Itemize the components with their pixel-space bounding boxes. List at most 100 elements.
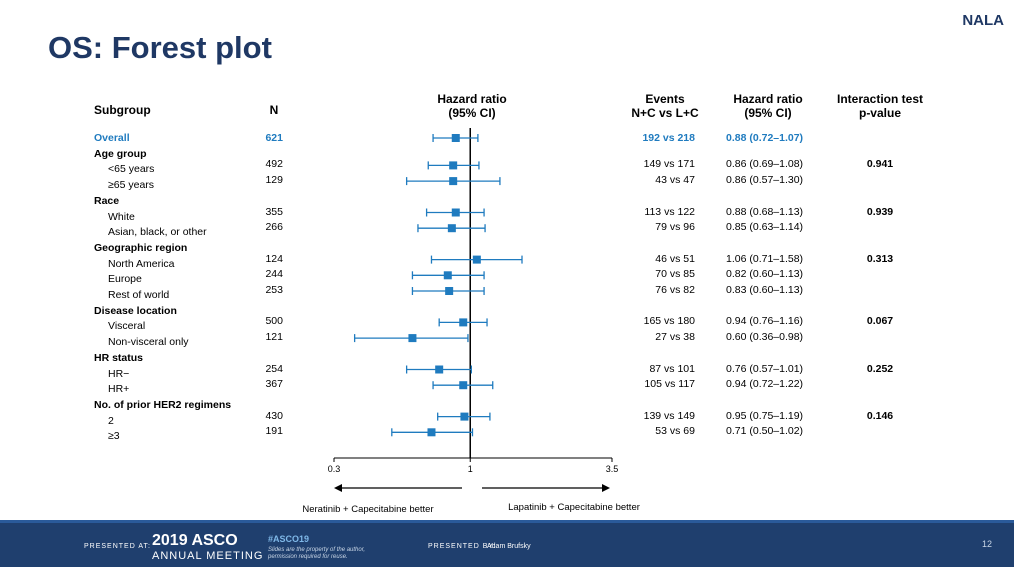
row-interaction-p: 0.067 — [866, 315, 894, 328]
header-events-line1: Events — [645, 92, 685, 106]
row-hazard-ratio: 0.95 (0.75–1.19) — [726, 409, 804, 422]
hr-point-marker — [472, 255, 481, 264]
row-label: 2 — [108, 414, 114, 427]
header-hr-line1: Hazard ratio — [733, 92, 803, 106]
row-hazard-ratio: 0.94 (0.72–1.22) — [726, 378, 804, 391]
row-label: White — [108, 210, 135, 223]
header-pval-line2: p-value — [858, 106, 901, 120]
row-label: <65 years — [108, 163, 155, 176]
presented-at-label: PRESENTED AT: — [84, 543, 151, 550]
row-events: 87 vs 101 — [649, 362, 695, 375]
disclaimer: Slides are the property of the author, p… — [268, 547, 365, 561]
row-label: Non-visceral only — [108, 336, 189, 349]
row-events: 43 vs 47 — [655, 174, 695, 187]
nala-badge: NALA — [962, 12, 1004, 29]
left-arrow-head — [334, 484, 342, 492]
header-plot-line2: (95% CI) — [448, 106, 496, 120]
group-heading: HR status — [94, 351, 144, 364]
row-events: 165 vs 180 — [643, 315, 695, 328]
row-n: 244 — [265, 268, 283, 281]
row-events: 192 vs 218 — [642, 132, 695, 144]
row-label: Visceral — [108, 320, 146, 333]
row-interaction-p: 0.313 — [866, 252, 894, 265]
forest-plot: 0.3 1 3.5 Neratinib + Capecitabine better La… — [302, 128, 640, 515]
row-hazard-ratio: 0.94 (0.76–1.16) — [726, 315, 804, 328]
row-interaction-p: 0.252 — [866, 362, 894, 375]
row-label: North America — [108, 257, 175, 270]
group-heading: Disease location — [94, 304, 177, 317]
hr-point-marker — [449, 177, 458, 186]
row-label: Rest of world — [108, 289, 170, 301]
row-interaction-p: 0.941 — [866, 158, 894, 171]
row-events: 53 vs 69 — [655, 425, 695, 438]
row-label: ≥3 — [108, 430, 120, 443]
row-label: HR− — [108, 367, 130, 380]
hr-point-marker — [427, 428, 436, 437]
row-events: 76 vs 82 — [655, 284, 695, 296]
asco-annual-meeting: ANNUAL MEETING — [152, 550, 264, 562]
row-n: 430 — [265, 409, 283, 422]
hashtag: #ASCO19 — [268, 534, 310, 544]
row-n: 191 — [265, 425, 283, 438]
header-pval-line1: Interaction test — [836, 92, 923, 106]
header-events: Events N+C vs L+C — [610, 92, 720, 120]
row-hazard-ratio: 0.88 (0.72–1.07) — [726, 132, 804, 144]
row-events: 79 vs 96 — [655, 221, 695, 234]
right-arrow-head — [602, 484, 610, 492]
header-hr-line2: (95% CI) — [744, 106, 792, 120]
hr-point-marker — [451, 208, 460, 217]
presenter-name: Adam Brufsky — [487, 543, 531, 550]
row-n: 621 — [265, 132, 283, 144]
row-label-overall: Overall — [94, 132, 130, 144]
row-n: 500 — [265, 315, 283, 328]
row-hazard-ratio: 0.82 (0.60–1.13) — [726, 268, 804, 281]
row-events: 46 vs 51 — [655, 252, 695, 265]
row-events: 113 vs 122 — [644, 205, 695, 218]
row-n: 266 — [265, 221, 283, 234]
row-interaction-p: 0.146 — [866, 409, 894, 422]
group-heading: Race — [94, 194, 120, 207]
row-hazard-ratio: 0.60 (0.36–0.98) — [726, 331, 804, 344]
row-n: 129 — [265, 174, 283, 187]
page-number: 12 — [982, 539, 993, 549]
header-n: N — [269, 103, 279, 117]
row-hazard-ratio: 0.88 (0.68–1.13) — [726, 205, 804, 218]
row-events: 70 vs 85 — [655, 268, 695, 281]
header-interaction-p: Interaction test p-value — [820, 92, 940, 120]
hr-point-marker — [451, 134, 460, 142]
header-plot-line1: Hazard ratio — [437, 92, 507, 106]
hr-point-marker — [435, 365, 444, 374]
row-events: 105 vs 117 — [644, 378, 695, 391]
row-hazard-ratio: 0.71 (0.50–1.02) — [726, 425, 804, 438]
hr-point-marker — [408, 334, 417, 343]
header-subgroup: Subgroup — [94, 103, 151, 117]
group-heading: Age group — [94, 147, 147, 160]
hr-point-marker — [459, 381, 468, 390]
disclaimer-line2: permission required for reuse. — [268, 554, 348, 560]
header-plot-hazard-ratio: Hazard ratio (95% CI) — [412, 92, 532, 120]
row-events: 149 vs 171 — [643, 158, 695, 171]
x-tick-label: 1 — [468, 464, 473, 474]
slide-title: OS: Forest plot — [48, 30, 272, 65]
asco-year: 2019 ASCO — [152, 532, 238, 549]
hr-point-marker — [459, 318, 468, 327]
left-favours-label: Neratinib + Capecitabine better — [302, 504, 433, 515]
hr-point-marker — [447, 224, 456, 233]
row-n: 355 — [265, 205, 283, 218]
group-heading: Geographic region — [94, 241, 188, 254]
row-hazard-ratio: 0.86 (0.69–1.08) — [726, 158, 804, 171]
row-n: 367 — [265, 378, 283, 391]
row-label: ≥65 years — [108, 179, 155, 192]
hr-point-marker — [460, 412, 469, 421]
x-tick-label: 3.5 — [606, 464, 619, 474]
hr-point-marker — [443, 271, 452, 280]
row-n: 121 — [265, 331, 283, 344]
hr-point-marker — [449, 161, 458, 170]
group-heading: No. of prior HER2 regimens — [94, 398, 232, 411]
header-hazard-ratio-ci: Hazard ratio (95% CI) — [713, 92, 823, 120]
right-favours-label: Lapatinib + Capecitabine better — [508, 502, 640, 513]
footer-bar — [0, 523, 1014, 567]
row-n: 492 — [265, 158, 283, 171]
presented-by-label: PRESENTED BY: — [428, 543, 497, 550]
row-hazard-ratio: 0.76 (0.57–1.01) — [726, 362, 804, 375]
